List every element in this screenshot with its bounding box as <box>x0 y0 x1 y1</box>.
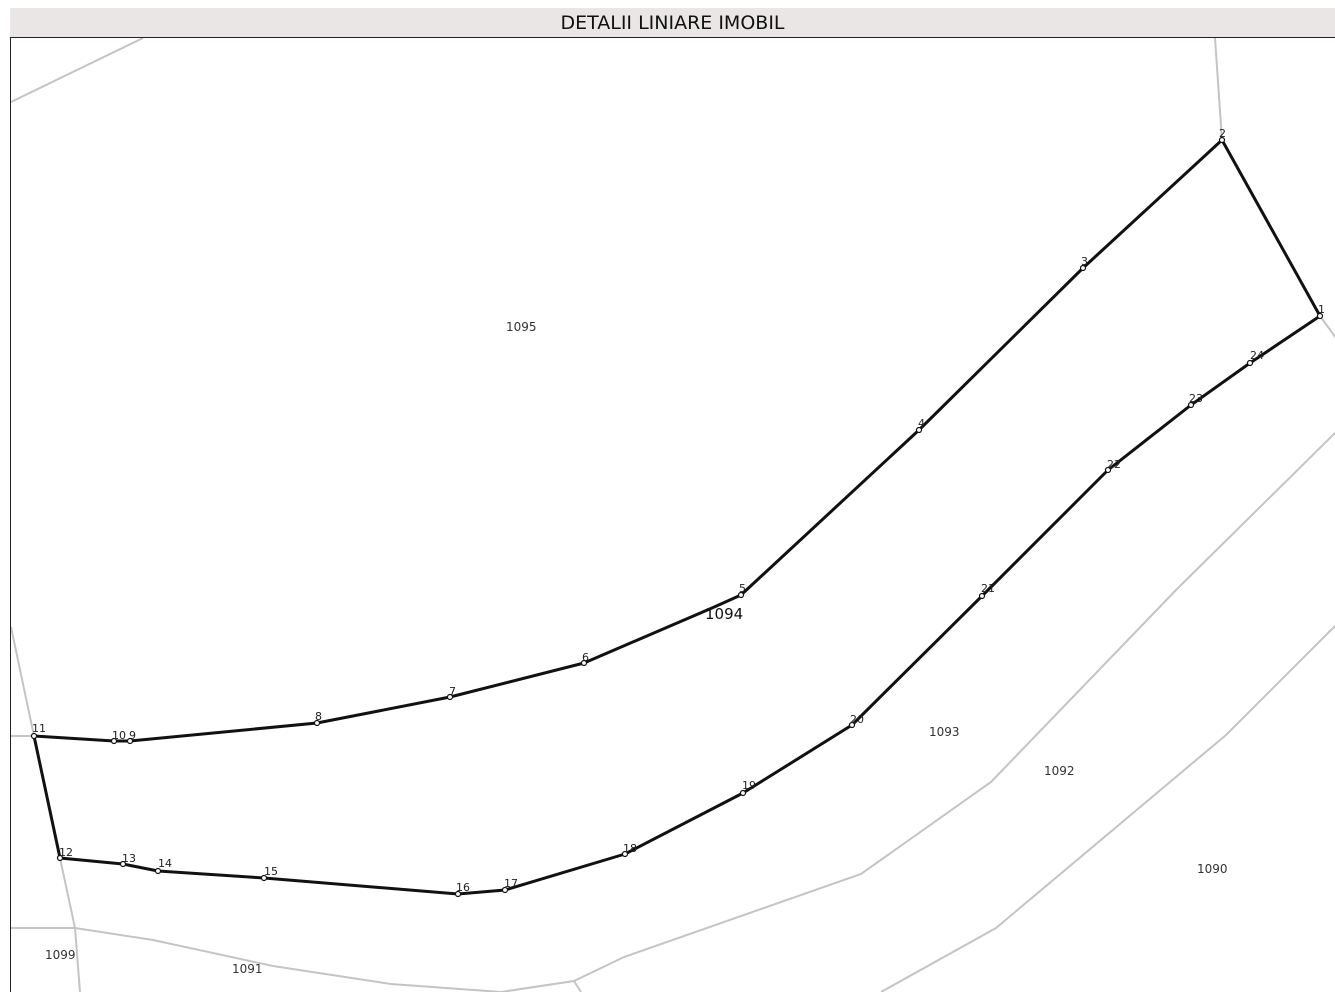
parcel-1094-outline[interactable] <box>32 138 1322 896</box>
boundary-line <box>573 980 582 992</box>
vertex-points <box>30 136 1324 898</box>
parcel-label-1091[interactable]: 1091 <box>232 962 263 976</box>
vertex-point <box>621 850 629 858</box>
vertex-point <box>1104 466 1112 474</box>
vertex-label-7: 7 <box>449 685 456 698</box>
vertex-label-4: 4 <box>918 417 925 430</box>
vertex-point <box>154 867 162 875</box>
parcel-label-1095[interactable]: 1095 <box>506 320 537 334</box>
vertex-label-21: 21 <box>981 582 995 595</box>
vertex-point <box>454 890 462 898</box>
boundary-line <box>59 857 81 992</box>
vertex-label-11: 11 <box>32 722 46 735</box>
parcel-label-1099[interactable]: 1099 <box>45 948 76 962</box>
vertex-point <box>446 693 454 701</box>
vertex-label-6: 6 <box>582 651 589 664</box>
vertex-point <box>260 874 268 882</box>
vertex-label-12: 12 <box>59 846 73 859</box>
vertex-label-3: 3 <box>1081 255 1088 268</box>
vertex-label-20: 20 <box>850 713 864 726</box>
page-title: DETALII LINIARE IMOBIL <box>10 8 1335 38</box>
vertex-label-13: 13 <box>122 852 136 865</box>
boundary-line <box>500 431 1335 992</box>
vertex-point <box>915 426 923 434</box>
boundary-line <box>11 927 502 992</box>
vertex-point <box>1079 264 1087 272</box>
boundary-line <box>11 38 144 103</box>
vertex-point <box>1246 359 1254 367</box>
vertex-point <box>126 737 134 745</box>
parcel-map[interactable]: 1 2 3 4 5 6 7 8 9 10 11 12 13 14 15 16 1… <box>11 38 1335 992</box>
vertex-label-2: 2 <box>1219 127 1226 140</box>
vertex-point <box>1187 401 1195 409</box>
vertex-point <box>739 789 747 797</box>
vertex-label-8: 8 <box>315 710 322 723</box>
vertex-label-15: 15 <box>264 865 278 878</box>
parcel-label-main[interactable]: 1094 <box>705 605 743 623</box>
boundary-line <box>11 626 35 737</box>
vertex-point <box>501 886 509 894</box>
vertex-label-5: 5 <box>739 582 746 595</box>
vertex-point <box>30 732 38 740</box>
vertex-label-17: 17 <box>504 877 518 890</box>
vertex-point <box>848 721 856 729</box>
vertex-label-16: 16 <box>456 881 470 894</box>
vertex-label-14: 14 <box>158 857 172 870</box>
parcel-label-1092[interactable]: 1092 <box>1044 764 1075 778</box>
vertex-label-19: 19 <box>742 779 756 792</box>
boundary-line <box>1214 38 1223 141</box>
parcel-label-1090[interactable]: 1090 <box>1197 862 1228 876</box>
vertex-labels: 1 2 3 4 5 6 7 8 9 10 11 12 13 14 15 16 1… <box>32 127 1325 894</box>
vertex-point <box>313 719 321 727</box>
parcel-label-1093[interactable]: 1093 <box>929 725 960 739</box>
vertex-point <box>737 591 745 599</box>
vertex-point <box>1316 312 1324 320</box>
map-view[interactable]: 1 2 3 4 5 6 7 8 9 10 11 12 13 14 15 16 1… <box>10 38 1335 992</box>
vertex-label-1: 1 <box>1318 303 1325 316</box>
parcel-boundary <box>32 138 1322 896</box>
vertex-point <box>110 737 118 745</box>
vertex-label-24: 24 <box>1250 349 1264 362</box>
vertex-label-9: 9 <box>129 729 136 742</box>
vertex-point <box>1218 136 1226 144</box>
vertex-label-10: 10 <box>112 729 126 742</box>
vertex-point <box>119 860 127 868</box>
vertex-label-18: 18 <box>623 842 637 855</box>
boundary-line <box>880 624 1335 992</box>
neighbor-boundaries <box>11 38 1335 992</box>
parcel-labels: 1094 1095 1093 1092 1090 1099 1091 <box>45 320 1228 976</box>
vertex-point <box>580 659 588 667</box>
vertex-label-22: 22 <box>1107 458 1121 471</box>
vertex-label-23: 23 <box>1189 392 1203 405</box>
boundary-line <box>1319 315 1335 339</box>
vertex-point <box>56 854 64 862</box>
vertex-point <box>978 592 986 600</box>
